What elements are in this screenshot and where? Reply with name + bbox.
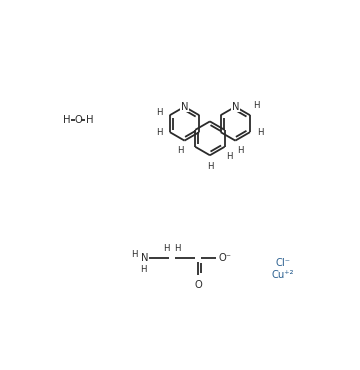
- Text: H: H: [177, 146, 184, 155]
- Text: H: H: [237, 146, 243, 155]
- Text: H: H: [156, 128, 162, 137]
- Text: N: N: [141, 253, 148, 263]
- Text: H: H: [226, 152, 233, 161]
- Text: H: H: [86, 115, 94, 125]
- Text: H: H: [253, 101, 260, 110]
- Text: H: H: [131, 250, 138, 259]
- Text: Cl⁻: Cl⁻: [275, 258, 291, 268]
- Text: H: H: [163, 244, 170, 253]
- Text: O⁻: O⁻: [218, 253, 231, 263]
- Text: H: H: [140, 265, 146, 274]
- Text: H: H: [207, 162, 213, 171]
- Text: Cu⁺²: Cu⁺²: [272, 270, 294, 280]
- Text: O: O: [75, 115, 82, 125]
- Text: N: N: [181, 102, 188, 112]
- Text: H: H: [63, 115, 71, 125]
- Text: H: H: [157, 108, 163, 117]
- Text: H: H: [257, 128, 264, 137]
- Text: N: N: [231, 102, 239, 112]
- Text: H: H: [174, 244, 181, 253]
- Text: O: O: [194, 280, 202, 290]
